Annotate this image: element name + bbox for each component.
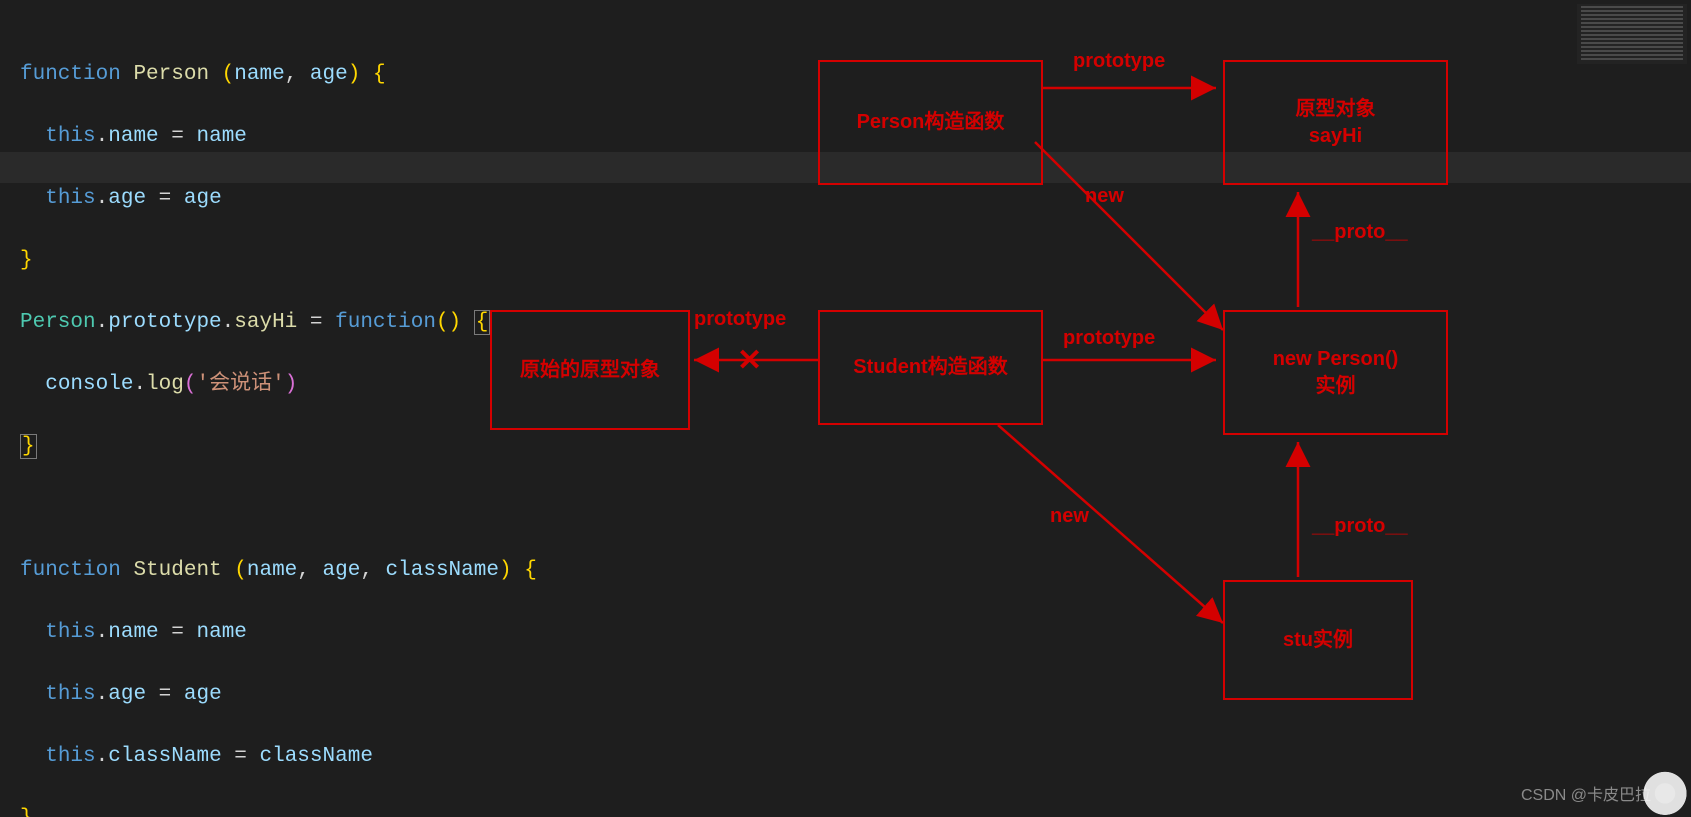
code-line: this.name = name [20, 121, 579, 152]
edge-label-prototype: prototype [1063, 327, 1155, 350]
brace-cursor: { [474, 310, 491, 335]
operator: = [159, 683, 172, 706]
edge-label-proto-dunder: __proto__ [1312, 221, 1408, 244]
code-line: function Student (name, age, className) … [20, 555, 579, 586]
node-label: 原型对象 [1296, 96, 1376, 123]
object: console [45, 373, 133, 396]
paren: ( [234, 559, 247, 582]
cross-out-icon: ✕ [737, 343, 762, 378]
comma: , [360, 559, 385, 582]
node-label: sayHi [1309, 123, 1362, 150]
property: age [108, 187, 146, 210]
code-line: this.className = className [20, 741, 579, 772]
operator: = [171, 621, 184, 644]
node-label: stu实例 [1283, 627, 1353, 654]
string: '会说话' [196, 373, 284, 396]
edge-label-new: new [1085, 185, 1124, 208]
variable: age [184, 187, 222, 210]
variable: className [260, 745, 373, 768]
paren: ( [436, 311, 449, 334]
paren: ) [348, 63, 361, 86]
param: age [323, 559, 361, 582]
dot: . [96, 187, 109, 210]
dot: . [133, 373, 146, 396]
paren: ) [285, 373, 298, 396]
property: className [108, 745, 221, 768]
dot: . [96, 621, 109, 644]
param: age [310, 63, 348, 86]
keyword: function [335, 311, 436, 334]
code-line: this.age = age [20, 183, 579, 214]
brace: } [20, 807, 33, 817]
function-name: Person [133, 63, 209, 86]
edge-label-prototype: prototype [694, 308, 786, 331]
keyword: this [45, 745, 95, 768]
brace-cursor: } [20, 434, 37, 459]
property: name [108, 125, 158, 148]
function-name: Student [133, 559, 221, 582]
property: age [108, 683, 146, 706]
keyword: this [45, 621, 95, 644]
code-line: } [20, 803, 579, 817]
comma: , [297, 559, 322, 582]
watermark: CSDN @卡皮巴拉 [1521, 781, 1651, 805]
param: name [234, 63, 284, 86]
variable: name [197, 621, 247, 644]
class-name: Person [20, 311, 96, 334]
code-line: } [20, 431, 579, 462]
variable: age [184, 683, 222, 706]
node-label: Student构造函数 [853, 354, 1007, 381]
code-line: console.log('会说话') [20, 369, 579, 400]
comma: , [285, 63, 310, 86]
node-label: new Person() [1273, 346, 1399, 373]
node-label: 实例 [1316, 373, 1356, 400]
keyword: this [45, 125, 95, 148]
node-stu-instance: stu实例 [1223, 580, 1413, 700]
param: name [247, 559, 297, 582]
code-line: this.age = age [20, 679, 579, 710]
brace: } [20, 249, 33, 272]
code-line [20, 493, 579, 524]
edge-label-new: new [1050, 505, 1089, 528]
minimap[interactable] [1577, 4, 1687, 64]
keyword: function [20, 559, 121, 582]
code-line: function Person (name, age) { [20, 59, 579, 90]
dot: . [222, 311, 235, 334]
dot: . [96, 745, 109, 768]
code-editor[interactable]: function Person (name, age) { this.name … [20, 28, 579, 817]
code-line: Person.prototype.sayHi = function() { [20, 307, 579, 338]
brace: { [373, 63, 386, 86]
variable: name [197, 125, 247, 148]
edge-label-prototype: prototype [1073, 50, 1165, 73]
keyword: this [45, 187, 95, 210]
property: name [108, 621, 158, 644]
keyword: function [20, 63, 121, 86]
paren: ) [499, 559, 512, 582]
code-line: this.name = name [20, 617, 579, 648]
mascot-icon [1641, 767, 1689, 815]
param: className [386, 559, 499, 582]
dot: . [96, 683, 109, 706]
operator: = [234, 745, 247, 768]
paren: ) [449, 311, 462, 334]
operator: = [310, 311, 323, 334]
dot: . [96, 125, 109, 148]
dot: . [96, 311, 109, 334]
operator: = [159, 187, 172, 210]
keyword: this [45, 683, 95, 706]
method: sayHi [234, 311, 297, 334]
node-student-constructor: Student构造函数 [818, 310, 1043, 425]
method: log [146, 373, 184, 396]
node-label: Person构造函数 [857, 109, 1005, 136]
paren: ( [184, 373, 197, 396]
edge-label-proto-dunder: __proto__ [1312, 515, 1408, 538]
operator: = [171, 125, 184, 148]
code-line: } [20, 245, 579, 276]
paren: ( [222, 63, 235, 86]
property: prototype [108, 311, 221, 334]
brace: { [524, 559, 537, 582]
node-person-instance: new Person() 实例 [1223, 310, 1448, 435]
